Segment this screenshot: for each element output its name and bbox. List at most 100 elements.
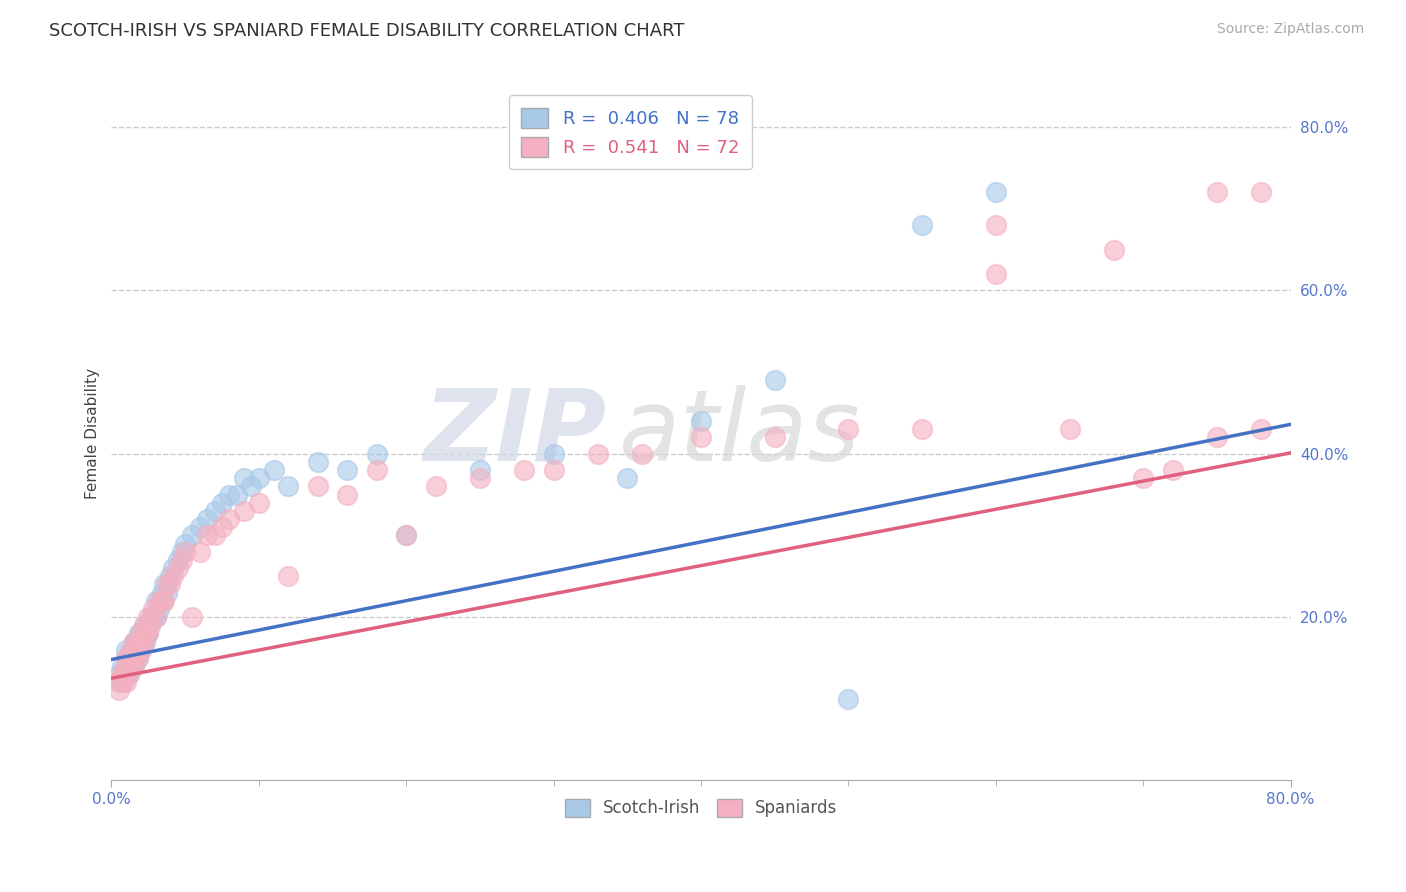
Point — [127, 634, 149, 648]
Point — [152, 593, 174, 607]
Point — [128, 626, 150, 640]
Point — [156, 585, 179, 599]
Point — [162, 561, 184, 575]
Point — [129, 642, 152, 657]
Point — [156, 577, 179, 591]
Point — [111, 667, 134, 681]
Point — [132, 626, 155, 640]
Point — [132, 634, 155, 648]
Point — [395, 528, 418, 542]
Point — [336, 487, 359, 501]
Point — [233, 471, 256, 485]
Point — [247, 496, 270, 510]
Point — [763, 373, 786, 387]
Point — [141, 610, 163, 624]
Point — [204, 528, 226, 542]
Point — [122, 634, 145, 648]
Point — [118, 667, 141, 681]
Point — [395, 528, 418, 542]
Point — [159, 577, 181, 591]
Point — [188, 520, 211, 534]
Point — [136, 626, 159, 640]
Point — [122, 659, 145, 673]
Point — [121, 650, 143, 665]
Point — [233, 504, 256, 518]
Point — [277, 479, 299, 493]
Point — [188, 545, 211, 559]
Point — [631, 447, 654, 461]
Point — [122, 659, 145, 673]
Point — [107, 675, 129, 690]
Point — [195, 512, 218, 526]
Point — [181, 528, 204, 542]
Point — [366, 463, 388, 477]
Point — [181, 610, 204, 624]
Point — [166, 553, 188, 567]
Point — [211, 496, 233, 510]
Point — [129, 626, 152, 640]
Point — [172, 553, 194, 567]
Point — [543, 463, 565, 477]
Point — [543, 447, 565, 461]
Point — [128, 642, 150, 657]
Point — [115, 667, 138, 681]
Point — [112, 667, 135, 681]
Point — [1132, 471, 1154, 485]
Point — [218, 512, 240, 526]
Point — [837, 422, 859, 436]
Text: Source: ZipAtlas.com: Source: ZipAtlas.com — [1216, 22, 1364, 37]
Point — [122, 650, 145, 665]
Point — [127, 650, 149, 665]
Point — [159, 569, 181, 583]
Point — [837, 691, 859, 706]
Point — [111, 659, 134, 673]
Point — [586, 447, 609, 461]
Point — [211, 520, 233, 534]
Point — [135, 626, 157, 640]
Y-axis label: Female Disability: Female Disability — [86, 368, 100, 499]
Point — [107, 683, 129, 698]
Point — [145, 610, 167, 624]
Point — [150, 593, 173, 607]
Point — [307, 455, 329, 469]
Point — [129, 642, 152, 657]
Point — [690, 414, 713, 428]
Point — [336, 463, 359, 477]
Point — [120, 642, 142, 657]
Point — [1250, 422, 1272, 436]
Point — [115, 675, 138, 690]
Point — [1206, 186, 1229, 200]
Point — [911, 422, 934, 436]
Point — [134, 618, 156, 632]
Point — [131, 634, 153, 648]
Point — [115, 659, 138, 673]
Point — [225, 487, 247, 501]
Point — [120, 659, 142, 673]
Point — [468, 463, 491, 477]
Point — [138, 618, 160, 632]
Point — [366, 447, 388, 461]
Point — [174, 536, 197, 550]
Point — [690, 430, 713, 444]
Point — [142, 610, 165, 624]
Point — [174, 545, 197, 559]
Point — [195, 528, 218, 542]
Point — [124, 650, 146, 665]
Point — [122, 650, 145, 665]
Point — [107, 667, 129, 681]
Point — [112, 675, 135, 690]
Point — [115, 650, 138, 665]
Legend: Scotch-Irish, Spaniards: Scotch-Irish, Spaniards — [558, 792, 844, 824]
Point — [124, 642, 146, 657]
Point — [616, 471, 638, 485]
Point — [136, 626, 159, 640]
Point — [148, 602, 170, 616]
Point — [112, 675, 135, 690]
Point — [984, 218, 1007, 232]
Point — [115, 642, 138, 657]
Point — [153, 577, 176, 591]
Point — [129, 626, 152, 640]
Point — [240, 479, 263, 493]
Point — [150, 585, 173, 599]
Point — [1102, 243, 1125, 257]
